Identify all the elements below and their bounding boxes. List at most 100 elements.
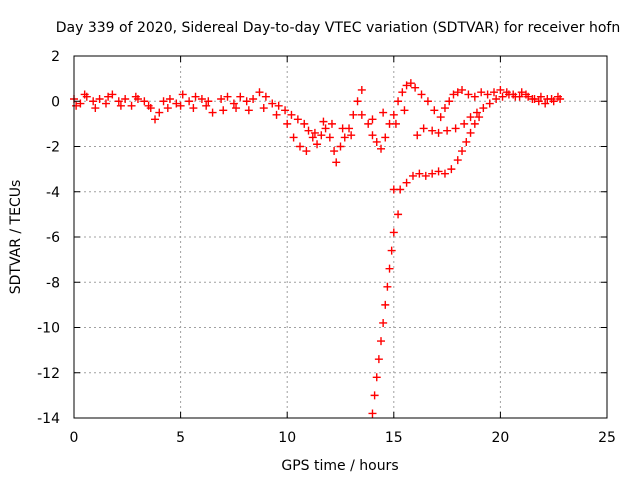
data-point [368,131,377,140]
data-point [101,99,110,108]
data-point [144,101,153,110]
data-point [268,99,277,108]
data-point [521,90,530,99]
data-point [131,92,140,101]
data-point [319,117,328,126]
data-point [394,97,403,106]
data-point [255,88,264,97]
data-point [490,88,499,97]
data-point [541,99,550,108]
data-point [472,108,481,117]
data-point [498,92,507,101]
data-point [283,119,292,128]
data-point [349,110,358,119]
data-point [330,147,339,156]
data-point [391,119,400,128]
data-point [281,106,290,115]
data-point [445,97,454,106]
x-tick-label: 10 [278,430,296,446]
data-point [536,92,545,101]
data-point [347,131,356,140]
data-point [502,88,511,97]
y-axis-label: SDTVAR / TECUs [8,180,24,295]
data-point [313,140,322,149]
data-point [515,92,524,101]
data-point [176,101,185,110]
data-point [189,104,198,113]
data-point [417,90,426,99]
data-point [72,101,81,110]
x-tick-label: 20 [491,430,509,446]
data-point [114,97,123,106]
data-point [236,92,245,101]
data-point [372,137,381,146]
data-point [370,391,379,400]
data-point [389,110,398,119]
data-point [389,228,398,237]
data-point [496,85,505,94]
data-point [434,167,443,176]
y-tick-label: 0 [51,94,60,110]
data-point [202,101,211,110]
data-point [421,171,430,180]
data-point [470,119,479,128]
chart-title: Day 339 of 2020, Sidereal Day-to-day VTE… [56,20,620,36]
data-point [453,156,462,165]
data-point [434,128,443,137]
data-point [95,94,104,103]
grid-lines [74,56,607,418]
data-point [172,99,181,108]
data-point [534,97,543,106]
y-tick-label: -10 [37,321,60,337]
data-point [374,355,383,364]
data-point [155,108,164,117]
data-point [462,137,471,146]
data-point [553,92,562,101]
data-point [451,124,460,133]
data-point [464,90,473,99]
data-point [413,131,422,140]
data-point [440,169,449,178]
data-point [379,318,388,327]
data-point [379,108,388,117]
x-tick-label: 0 [70,430,79,446]
data-point [460,119,469,128]
data-point [483,90,492,99]
x-tick-label: 5 [176,430,185,446]
data-point [163,104,172,113]
data-point [387,246,396,255]
data-point [368,409,377,418]
data-point [293,115,302,124]
data-point [402,178,411,187]
data-point [89,97,98,106]
data-point [108,90,117,99]
data-point [325,133,334,142]
data-point [272,110,281,119]
data-point [357,85,366,94]
data-point [76,99,85,108]
data-point [547,94,556,103]
data-point [477,88,486,97]
data-point [295,142,304,151]
data-point [466,113,475,122]
data-point [300,119,309,128]
data-point [479,104,488,113]
data-point [381,300,390,309]
data-point [140,97,149,106]
data-point [364,119,373,128]
x-axis-label: GPS time / hours [281,458,398,474]
data-point [321,124,330,133]
data-point [308,133,317,142]
data-point [372,373,381,382]
data-point [402,81,411,90]
data-point [302,147,311,156]
data-point [517,88,526,97]
y-tick-label: -4 [46,185,60,201]
data-point [178,90,187,99]
y-tick-label: 2 [51,49,60,65]
y-tick-label: -14 [37,411,60,427]
data-point [428,169,437,178]
data-point [310,128,319,137]
